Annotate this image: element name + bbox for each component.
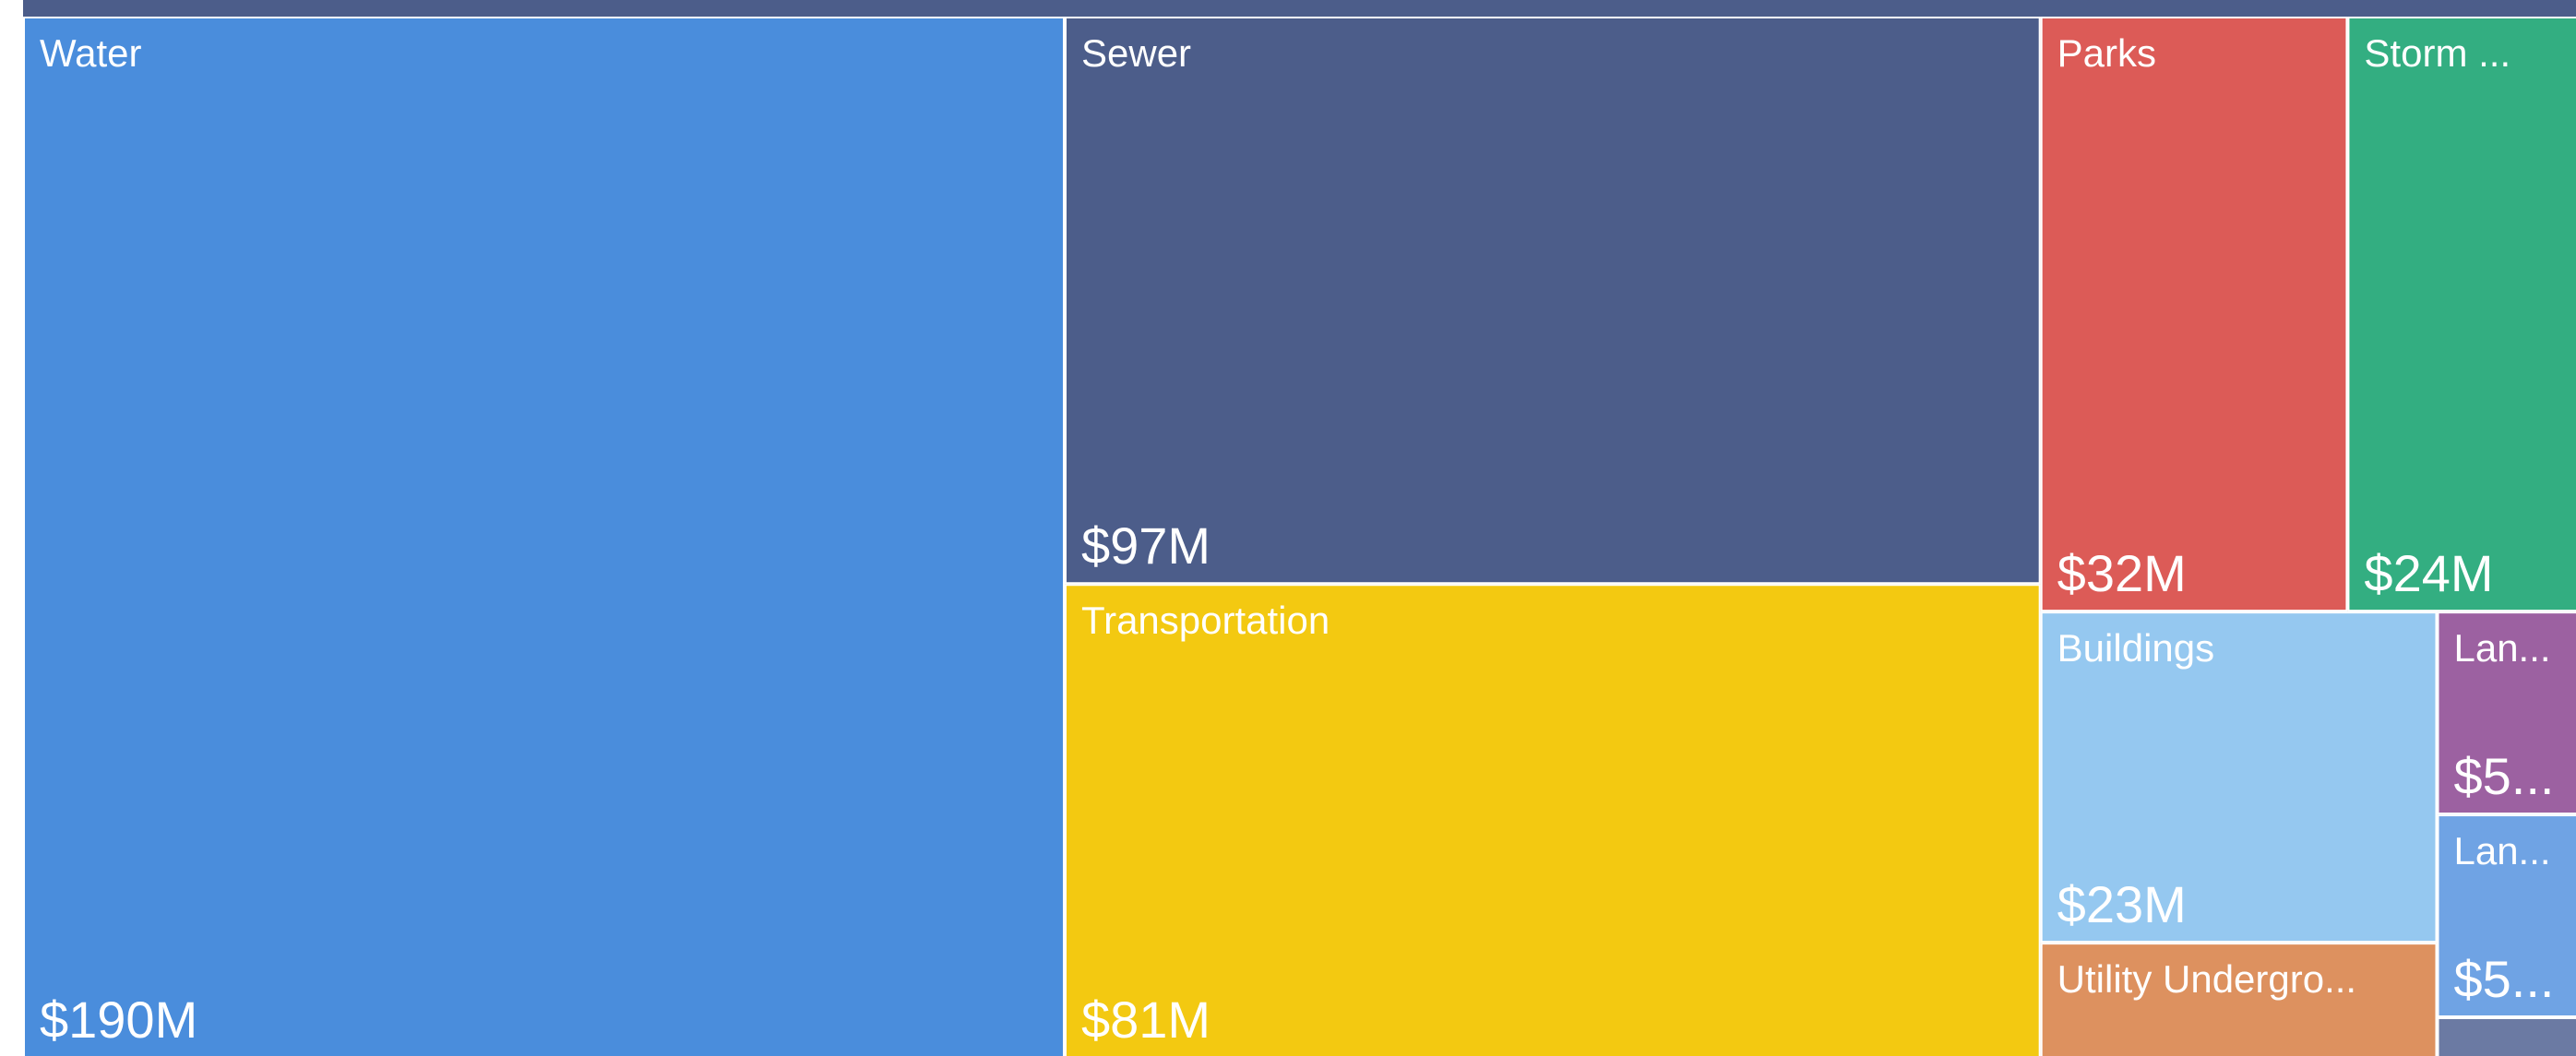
tile: Parks $32M xyxy=(2040,17,2348,612)
tile-rect xyxy=(2347,17,2576,612)
tile-value: $190M xyxy=(40,991,197,1049)
tile-name: Storm ... xyxy=(2364,31,2510,75)
tile-rect xyxy=(1064,584,2041,1056)
tile: Sewer $97M xyxy=(1064,17,2041,585)
tile: Lan... $5... xyxy=(2437,814,2576,1018)
tile-value: $81M xyxy=(1081,991,1210,1049)
tile xyxy=(2437,1017,2576,1056)
tile: Utility Undergro... xyxy=(2040,943,2438,1056)
tile-rect xyxy=(23,17,1065,1056)
tile-name: Lan... xyxy=(2453,626,2550,670)
tile-rect xyxy=(2040,943,2438,1056)
tile-value: $97M xyxy=(1081,516,1210,575)
tile-name: Utility Undergro... xyxy=(2057,957,2356,1001)
tile: Water $190M xyxy=(23,17,1065,1056)
tile-name: Sewer xyxy=(1081,31,1191,75)
tile-name: Parks xyxy=(2057,31,2156,75)
tile-value: $5... xyxy=(2453,950,2554,1008)
tile-rect xyxy=(2437,611,2576,815)
tile-rect xyxy=(2040,17,2348,612)
tile-name: Water xyxy=(40,31,141,75)
tile-value: $24M xyxy=(2364,544,2493,602)
tile-name: Buildings xyxy=(2057,626,2214,670)
tile: Lan... $5... xyxy=(2437,611,2576,815)
tile-name: Transportation xyxy=(1081,599,1330,642)
tile-value: $23M xyxy=(2057,875,2187,933)
tile-value: $32M xyxy=(2057,544,2187,602)
header-bar xyxy=(23,0,2576,17)
tile-rect xyxy=(2437,814,2576,1018)
tile-rect xyxy=(2040,611,2438,943)
tile: Transportation $81M xyxy=(1064,584,2041,1056)
tile-value: $5... xyxy=(2453,747,2554,805)
tile: Storm ... $24M xyxy=(2347,17,2576,612)
tile-rect xyxy=(1064,17,2041,585)
tile-name: Lan... xyxy=(2453,829,2550,872)
tile: Buildings $23M xyxy=(2040,611,2438,943)
tile-rect xyxy=(2437,1017,2576,1056)
